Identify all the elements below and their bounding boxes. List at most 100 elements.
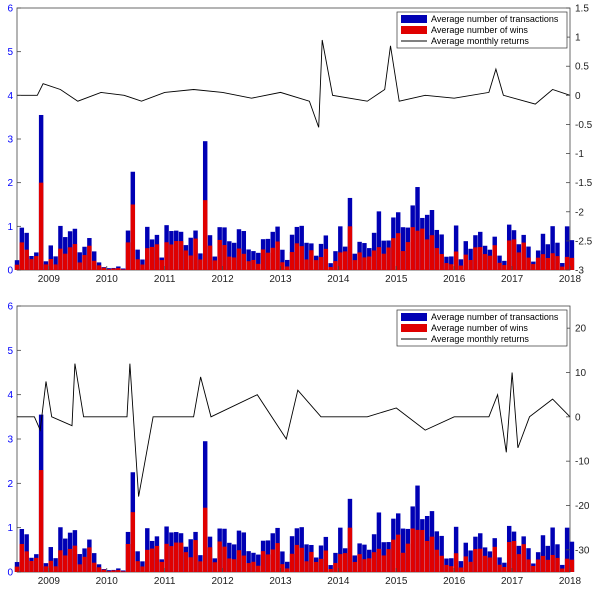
wins-bar <box>285 568 290 572</box>
x-tick-label: 2015 <box>385 576 408 587</box>
wins-bar <box>502 265 507 270</box>
legend-swatch <box>401 313 427 321</box>
wins-bar <box>231 559 237 572</box>
wins-bar <box>159 561 164 572</box>
wins-bar <box>545 559 551 572</box>
wins-bar <box>87 245 92 270</box>
wins-bar <box>130 204 136 270</box>
transactions-bar <box>376 512 382 572</box>
transactions-bar <box>48 547 53 572</box>
wins-bar <box>101 267 107 270</box>
legend-entry: Average number of transactions <box>431 14 559 24</box>
legend-swatch <box>401 26 427 34</box>
transactions-bar <box>458 259 464 270</box>
x-tick-label: 2011 <box>154 576 176 587</box>
wins-bar <box>280 564 285 572</box>
wins-bar <box>304 259 309 270</box>
left-tick-label: 2 <box>7 479 13 490</box>
wins-bar <box>135 259 140 270</box>
x-tick-label: 2010 <box>96 274 119 285</box>
left-tick-label: 1 <box>7 523 13 534</box>
transactions-bar <box>362 544 367 572</box>
transactions-bar <box>333 251 338 270</box>
wins-bar <box>294 243 300 270</box>
x-tick-label: 2010 <box>96 576 119 587</box>
wins-bar <box>395 233 401 270</box>
wins-bar <box>270 549 275 572</box>
transactions-bar <box>338 226 343 270</box>
transactions-bar <box>400 227 406 270</box>
transactions-bar <box>304 242 309 270</box>
wins-bar <box>347 527 353 572</box>
left-tick-label: 5 <box>7 47 13 58</box>
wins-bar <box>376 247 382 270</box>
wins-bar <box>130 512 136 572</box>
wins-bar <box>555 256 560 270</box>
transactions-bar <box>285 561 290 572</box>
transactions-bar <box>328 565 333 572</box>
wins-bar <box>304 561 309 572</box>
wins-bar <box>357 554 362 572</box>
wins-bar <box>299 246 304 270</box>
x-tick-label: 2012 <box>211 576 234 587</box>
left-tick-label: 1 <box>7 222 13 233</box>
wins-bar <box>381 253 386 270</box>
wins-bar <box>285 266 290 270</box>
wins-bar <box>410 528 415 572</box>
wins-bar <box>453 251 459 270</box>
wins-bar <box>429 536 435 572</box>
transactions-bar <box>53 558 58 572</box>
wins-bar <box>473 549 478 572</box>
x-tick-label: 2011 <box>154 274 176 285</box>
transactions-bar <box>545 545 551 572</box>
wins-bar <box>453 553 459 572</box>
wins-bar <box>535 257 541 270</box>
transactions-bar <box>280 551 285 572</box>
right-tick-label: -1 <box>575 149 584 160</box>
wins-bar <box>280 262 285 270</box>
wins-bar <box>560 568 565 572</box>
transactions-bar <box>560 263 565 270</box>
wins-bar <box>14 264 20 270</box>
wins-bar <box>169 244 174 270</box>
top-chart-panel: 0 1 2 3 4 5 6 -3 -2.5 -2 -1.5 -1 -0.5 0 0.5 1 1.5 2009 201… <box>7 4 592 286</box>
wins-bar <box>231 257 237 270</box>
wins-bar <box>497 262 502 270</box>
wins-bar <box>183 552 189 572</box>
wins-bar <box>256 263 261 270</box>
transactions-bar <box>468 248 473 270</box>
wins-bar <box>58 550 63 572</box>
wins-bar <box>164 242 169 270</box>
wins-bar <box>497 564 502 572</box>
wins-bar <box>120 269 126 270</box>
right-tick-label: -10 <box>575 457 590 468</box>
wins-bar <box>415 529 420 572</box>
wins-bar <box>318 558 324 572</box>
transactions-bar <box>91 553 97 572</box>
wins-bar <box>222 245 227 270</box>
wins-bar <box>251 561 256 572</box>
transactions-bar <box>48 245 53 270</box>
wins-bar <box>67 548 73 572</box>
transactions-bar <box>188 539 193 572</box>
wins-bar <box>116 268 121 270</box>
wins-bar <box>67 247 73 270</box>
wins-bar <box>463 254 468 270</box>
left-tick-label: 0 <box>7 266 13 277</box>
x-tick-label: 2017 <box>501 576 524 587</box>
right-tick-label: -2.5 <box>575 236 593 247</box>
x-tick-label: 2015 <box>385 274 408 285</box>
transactions-bar <box>569 541 575 572</box>
transactions-bar <box>400 528 406 572</box>
wins-bar <box>227 558 232 572</box>
left-tick-label: 6 <box>7 302 13 313</box>
transactions-bar <box>550 527 555 572</box>
wins-bar <box>120 571 126 572</box>
wins-bar <box>555 557 560 572</box>
wins-bar <box>91 260 97 270</box>
wins-bar <box>424 540 430 572</box>
wins-bar <box>400 251 406 270</box>
wins-bar <box>309 250 314 270</box>
transactions-bar <box>376 211 382 270</box>
wins-bar <box>260 249 266 270</box>
